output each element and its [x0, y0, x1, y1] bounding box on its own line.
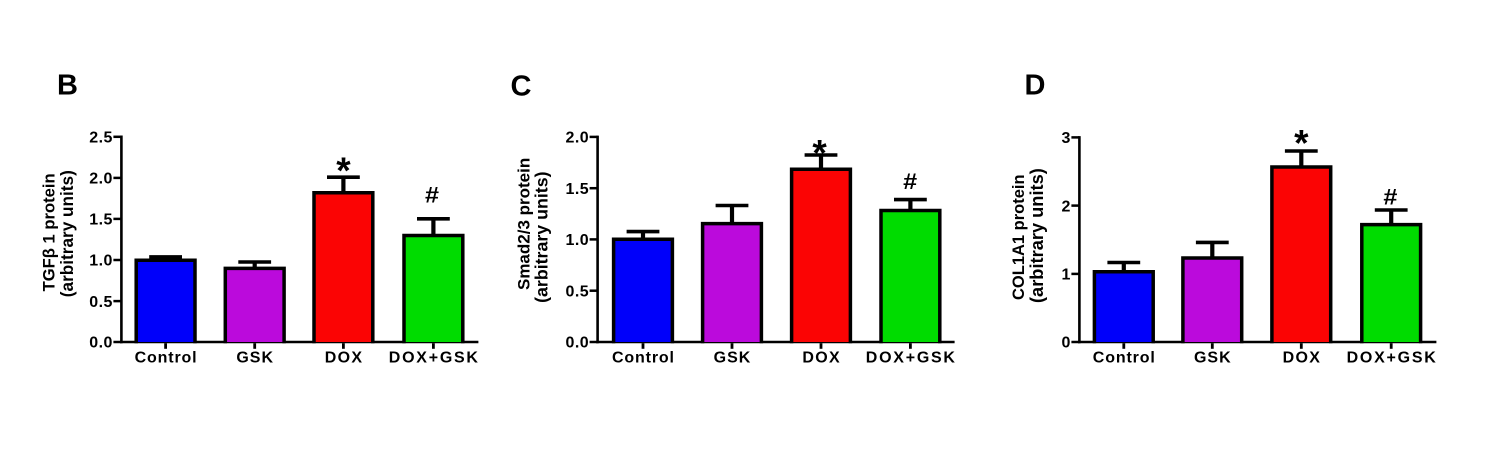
svg-text:(arbitrary units): (arbitrary units)	[532, 171, 552, 302]
svg-text:Control: Control	[1093, 350, 1156, 367]
svg-text:1.5: 1.5	[566, 181, 590, 198]
svg-text:2: 2	[1062, 198, 1071, 215]
svg-text:Control: Control	[612, 350, 675, 367]
svg-text:1.5: 1.5	[89, 212, 113, 229]
svg-text:GSK: GSK	[714, 350, 752, 367]
svg-text:2.5: 2.5	[89, 130, 113, 147]
svg-text:C: C	[511, 71, 532, 103]
svg-text:*: *	[812, 132, 827, 173]
svg-text:1: 1	[1062, 267, 1071, 284]
svg-text:B: B	[57, 70, 78, 102]
svg-text:Smad2/3 protein: Smad2/3 protein	[514, 158, 533, 290]
svg-text:1.0: 1.0	[566, 232, 590, 249]
svg-text:(arbitrary units): (arbitrary units)	[57, 170, 77, 297]
svg-text:Control: Control	[135, 350, 198, 367]
svg-text:DOX+GSK: DOX+GSK	[866, 350, 957, 367]
svg-text:DOX+GSK: DOX+GSK	[389, 350, 480, 367]
svg-text:D: D	[1025, 69, 1046, 101]
svg-text:*: *	[1294, 123, 1309, 164]
svg-text:TGFβ 1 protein: TGFβ 1 protein	[40, 173, 59, 291]
svg-text:#: #	[1383, 184, 1398, 209]
svg-text:DOX: DOX	[1283, 350, 1322, 367]
svg-text:0.0: 0.0	[566, 335, 590, 352]
svg-text:2.0: 2.0	[566, 130, 590, 147]
svg-text:DOX+GSK: DOX+GSK	[1347, 350, 1438, 367]
svg-text:DOX: DOX	[802, 350, 841, 367]
svg-text:COL1A1 protein: COL1A1 protein	[1010, 174, 1028, 300]
svg-text:0.5: 0.5	[89, 294, 113, 311]
svg-text:(arbitrary units): (arbitrary units)	[1026, 168, 1047, 303]
svg-text:#: #	[425, 183, 440, 208]
svg-text:*: *	[336, 150, 351, 191]
svg-text:0.0: 0.0	[89, 335, 113, 352]
svg-text:#: #	[903, 169, 918, 194]
svg-text:3: 3	[1062, 130, 1071, 147]
svg-text:0.5: 0.5	[566, 283, 590, 300]
svg-text:1.0: 1.0	[89, 253, 113, 270]
svg-text:DOX: DOX	[325, 350, 364, 367]
svg-text:2.0: 2.0	[89, 171, 113, 188]
svg-text:0: 0	[1062, 335, 1071, 352]
svg-text:GSK: GSK	[1194, 350, 1232, 367]
svg-text:GSK: GSK	[236, 350, 274, 367]
